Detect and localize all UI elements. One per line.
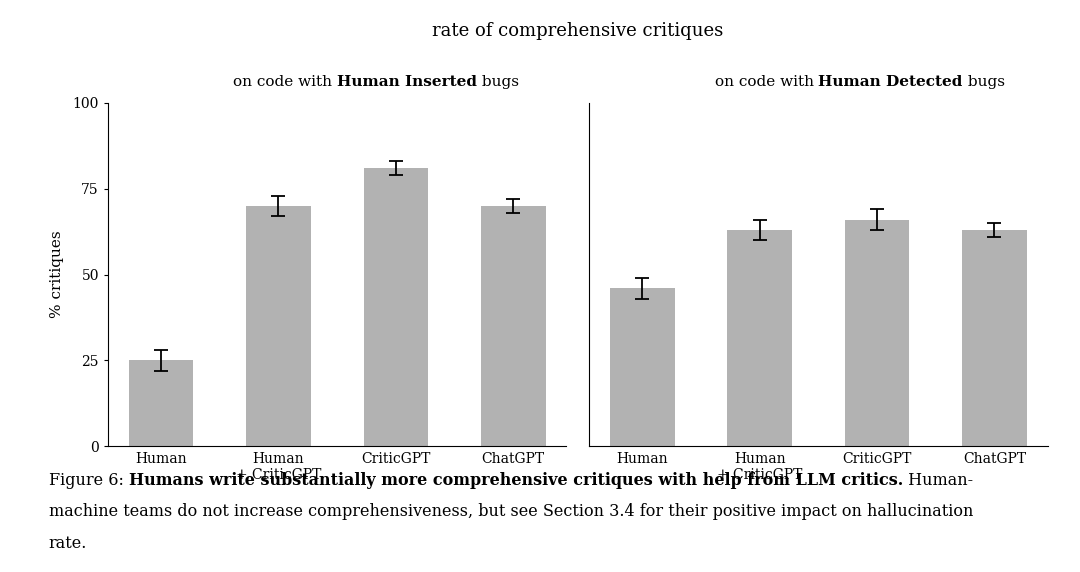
Text: Human Detected: Human Detected: [819, 76, 962, 89]
Bar: [728, 230, 792, 446]
Bar: [962, 230, 1027, 446]
Text: Humans write substantially more comprehensive critiques with help from LLM criti: Humans write substantially more comprehe…: [129, 472, 903, 489]
Text: on code with: on code with: [715, 76, 819, 89]
Y-axis label: % critiques: % critiques: [51, 231, 65, 319]
Text: rate.: rate.: [49, 535, 87, 552]
Bar: [364, 168, 428, 446]
Text: rate of comprehensive critiques: rate of comprehensive critiques: [432, 22, 724, 40]
Bar: [246, 206, 311, 446]
Text: Human-: Human-: [903, 472, 973, 489]
Text: bugs: bugs: [962, 76, 1004, 89]
Text: on code with: on code with: [233, 76, 337, 89]
Text: Human Inserted: Human Inserted: [337, 76, 477, 89]
Bar: [845, 220, 909, 446]
Bar: [129, 360, 193, 446]
Bar: [610, 288, 675, 446]
Text: bugs: bugs: [477, 76, 519, 89]
Text: Figure 6:: Figure 6:: [49, 472, 129, 489]
Bar: [481, 206, 545, 446]
Text: machine teams do not increase comprehensiveness, but see Section 3.4 for their p: machine teams do not increase comprehens…: [49, 503, 973, 521]
